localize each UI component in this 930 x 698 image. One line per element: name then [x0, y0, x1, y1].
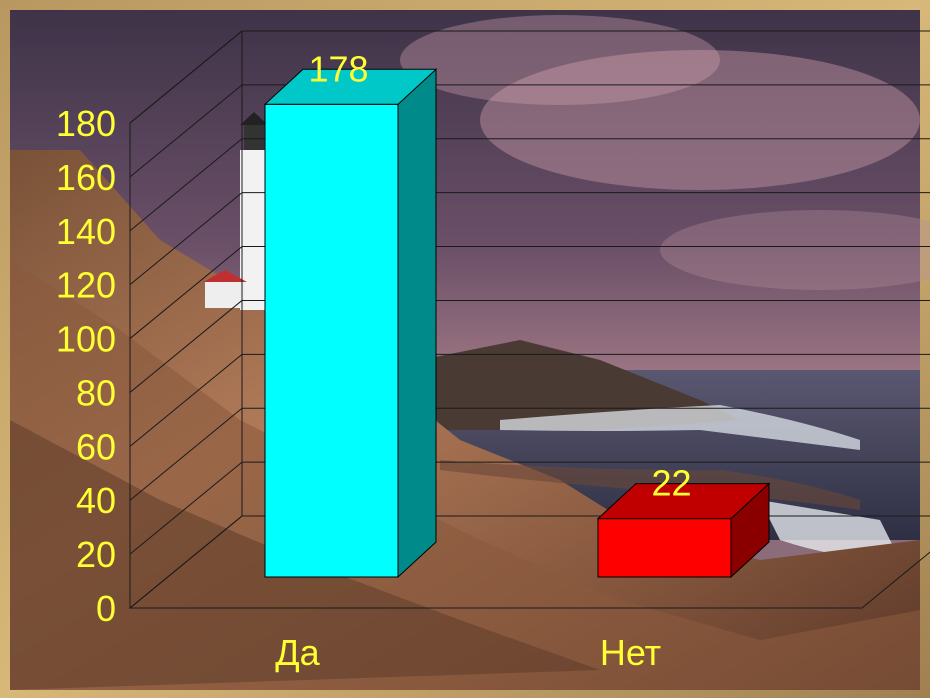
y-tick-label: 120 [56, 265, 116, 306]
data-label: 22 [651, 463, 691, 504]
category-label: Да [275, 632, 320, 673]
gridline-side [129, 138, 243, 232]
chart-floor [128, 515, 930, 609]
bar-top [596, 483, 771, 520]
y-tick-label: 20 [76, 534, 116, 575]
y-tick-label: 80 [76, 372, 116, 413]
bar-front [264, 103, 399, 578]
lighthouse-illustration [203, 112, 268, 310]
y-tick-label: 100 [56, 319, 116, 360]
gridline-side [129, 192, 243, 286]
gridline-side [129, 353, 243, 447]
y-tick-label: 160 [56, 157, 116, 198]
y-axis: 0 20 40 60 80 100 120 140 160 180 [56, 103, 131, 629]
gridline-side [129, 461, 243, 555]
y-tick-label: 140 [56, 211, 116, 252]
bar-top [263, 68, 438, 105]
bars [263, 68, 771, 579]
chart-labels: 178 Да 22 Нет [275, 48, 691, 673]
gridline-side [129, 84, 243, 178]
bar-front [597, 518, 732, 578]
bar-2 [596, 482, 771, 579]
gridline-side [129, 30, 243, 124]
y-tick-label: 40 [76, 480, 116, 521]
data-label: 178 [308, 48, 368, 89]
y-tick-label: 0 [96, 588, 116, 629]
y-tick-label: 180 [56, 103, 116, 144]
gridline-side [129, 300, 243, 393]
bar-side [397, 68, 437, 579]
category-label: Нет [600, 632, 661, 673]
y-tick-label: 60 [76, 426, 116, 467]
bar-1 [263, 68, 438, 579]
gridline-side [129, 246, 243, 339]
gridline-side [129, 407, 243, 501]
